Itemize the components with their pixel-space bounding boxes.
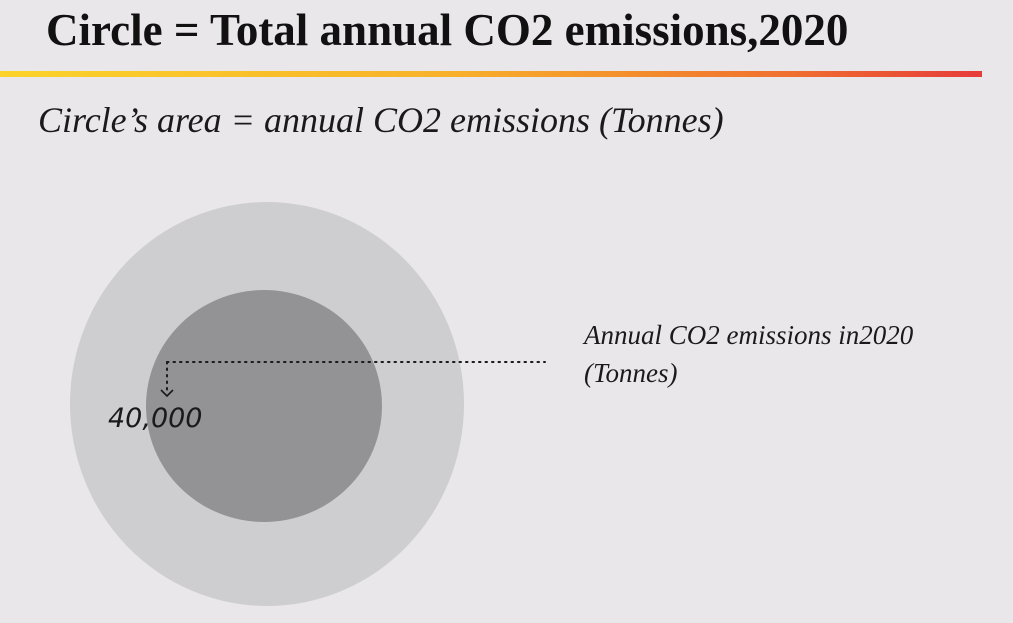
chevron-down-icon: [160, 389, 174, 398]
reference-value-label: 40,000: [108, 403, 203, 434]
inner-legend-circle: [146, 290, 382, 522]
legend-caption: Annual CO2 emissions in2020 (Tonnes): [584, 316, 994, 392]
title-accent-bar: [0, 71, 982, 77]
legend-caption-line-1: Annual CO2 emissions in2020: [584, 320, 914, 350]
page-title: Circle = Total annual CO2 emissions,2020: [46, 5, 849, 55]
legend-caption-line-2: (Tonnes): [584, 358, 678, 388]
page-subtitle: Circle’s area = annual CO2 emissions (To…: [38, 100, 724, 140]
